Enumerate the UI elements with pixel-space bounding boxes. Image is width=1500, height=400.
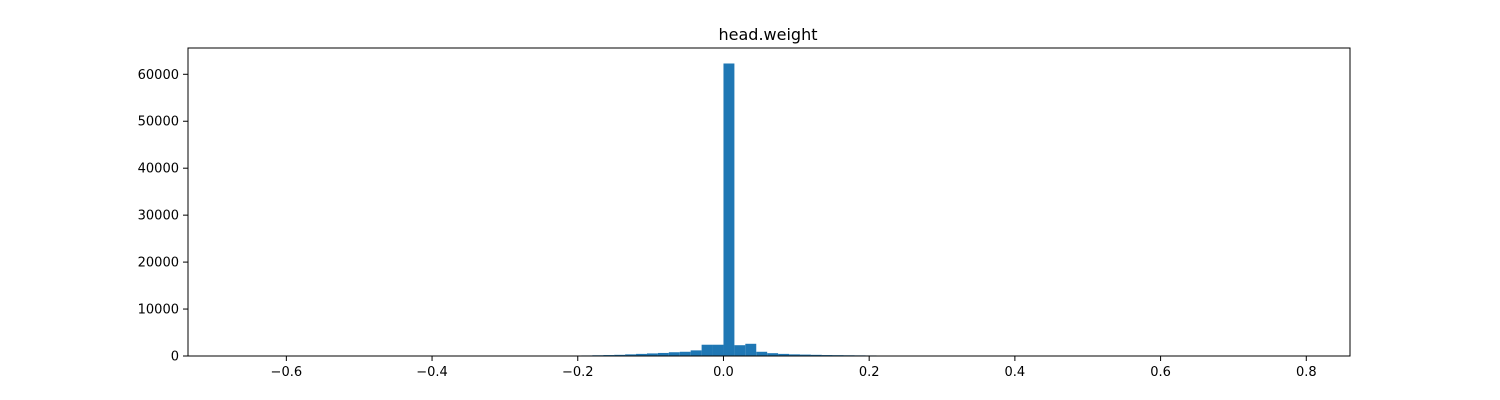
y-tick-label: 40000 (138, 162, 179, 177)
histogram-bar (789, 354, 800, 356)
histogram-bar (701, 344, 713, 356)
y-tick-label: 60000 (138, 68, 179, 83)
x-tick-label: −0.6 (271, 365, 303, 380)
x-tick-label: 0.4 (1005, 365, 1026, 380)
x-tick-label: −0.4 (416, 365, 448, 380)
histogram-bar (712, 344, 724, 356)
histogram-bar (767, 353, 779, 356)
histogram-bar (756, 351, 768, 356)
histogram-bar (657, 352, 669, 356)
y-tick-label: 50000 (138, 115, 179, 130)
histogram-bar (690, 350, 702, 356)
histogram-bar (625, 354, 637, 356)
x-tick-label: 0.8 (1296, 365, 1317, 380)
x-tick-label: 0.6 (1150, 365, 1171, 380)
bars-group (570, 63, 921, 357)
plot-frame (187, 47, 1351, 357)
x-tick-label: −0.2 (562, 365, 594, 380)
y-axis: 0 10000 20000 30000 40000 50000 60000 (138, 68, 188, 365)
histogram-bar (810, 354, 822, 356)
histogram-bar (636, 353, 647, 356)
histogram-bar (679, 351, 691, 356)
y-tick-label: 10000 (138, 303, 179, 318)
x-tick-label: 0.2 (859, 365, 880, 380)
histogram-bar (646, 353, 658, 356)
y-tick-label: 30000 (138, 209, 179, 224)
histogram-bar (778, 353, 790, 356)
histogram-bar (614, 354, 626, 356)
histogram-bar (734, 345, 746, 356)
histogram-bar (745, 343, 757, 356)
histogram-bar (799, 354, 811, 356)
y-tick-label: 20000 (138, 256, 179, 271)
histogram-bar (723, 63, 735, 357)
x-axis: −0.6 −0.4 −0.2 0.0 0.2 0.4 0.6 0.8 (271, 356, 1317, 380)
chart-title: head.weight (719, 25, 818, 44)
y-tick-label: 0 (171, 350, 179, 365)
x-tick-label: 0.0 (713, 365, 734, 380)
histogram-bar (668, 352, 680, 356)
